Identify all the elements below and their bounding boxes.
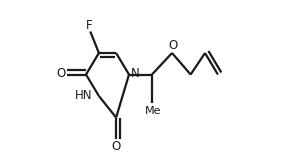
Text: N: N [131, 67, 140, 80]
Text: O: O [111, 140, 121, 153]
Text: O: O [168, 39, 177, 52]
Text: Me: Me [145, 106, 162, 116]
Text: HN: HN [75, 89, 93, 102]
Text: F: F [86, 19, 92, 32]
Text: O: O [56, 67, 65, 80]
